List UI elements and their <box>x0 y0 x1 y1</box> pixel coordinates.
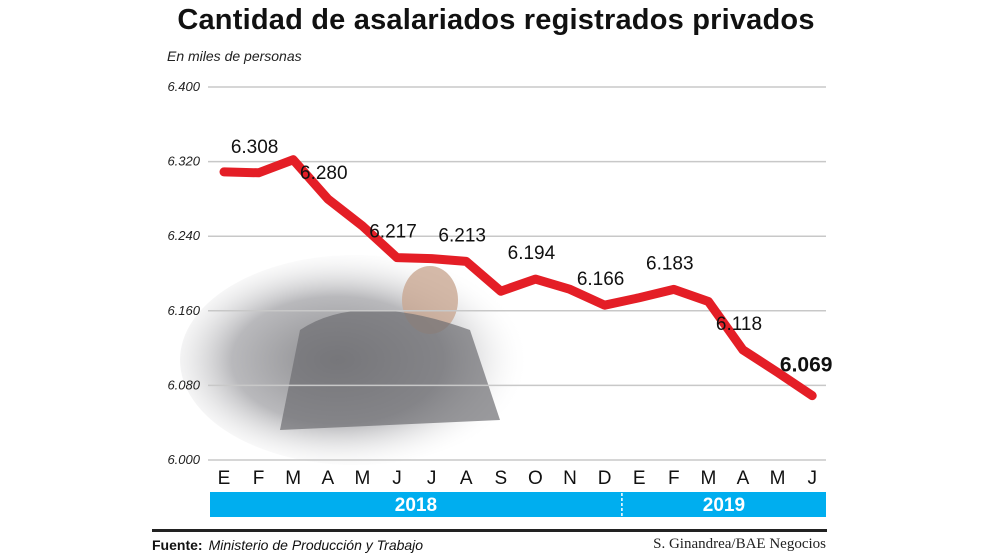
x-tick-label: A <box>321 468 334 489</box>
data-label: 6.069 <box>780 354 833 377</box>
x-tick-label: M <box>354 468 370 489</box>
y-tick-label: 6.080 <box>167 377 200 392</box>
data-label: 6.217 <box>369 222 417 243</box>
stressed-worker-photo <box>180 255 530 465</box>
data-label: 6.118 <box>716 314 762 335</box>
data-label: 6.280 <box>300 163 348 184</box>
x-tick-label: M <box>770 468 786 489</box>
data-label: 6.183 <box>646 253 694 274</box>
year-label: 2019 <box>703 495 745 516</box>
x-tick-label: A <box>737 468 750 489</box>
credit: S. Ginandrea/BAE Negocios <box>653 536 826 552</box>
series-line <box>219 155 817 401</box>
data-label: 6.213 <box>438 225 486 246</box>
footer-divider <box>152 529 827 532</box>
y-tick-label: 6.160 <box>167 303 200 318</box>
data-label: 6.194 <box>508 243 556 264</box>
x-tick-label: F <box>253 468 265 489</box>
x-tick-label: N <box>563 468 577 489</box>
chart-subtitle: En miles de personas <box>167 48 302 64</box>
x-tick-label: J <box>427 468 437 489</box>
x-tick-label: J <box>392 468 402 489</box>
year-bar <box>210 492 826 517</box>
x-tick-label: O <box>528 468 543 489</box>
x-tick-label: D <box>598 468 612 489</box>
x-tick-label: A <box>460 468 473 489</box>
data-label: 6.166 <box>577 269 625 290</box>
x-tick-label: M <box>285 468 301 489</box>
x-tick-label: F <box>668 468 680 489</box>
x-tick-label: M <box>700 468 716 489</box>
year-label: 2018 <box>395 495 437 516</box>
x-tick-label: J <box>807 468 817 489</box>
x-tick-label: E <box>633 468 646 489</box>
chart-title: Cantidad de asalariados registrados priv… <box>177 4 815 36</box>
data-label: 6.308 <box>231 137 279 158</box>
source-note: Fuente: Ministerio de Producción y Trabaj… <box>152 537 423 553</box>
source-text: Ministerio de Producción y Trabajo <box>208 537 424 553</box>
y-tick-label: 6.320 <box>167 154 200 169</box>
y-tick-label: 6.240 <box>167 228 200 243</box>
source-label: Fuente: <box>152 537 203 553</box>
x-tick-label: S <box>494 468 507 489</box>
y-tick-label: 6.400 <box>167 79 200 94</box>
x-tick-label: E <box>218 468 231 489</box>
y-tick-label: 6.000 <box>167 452 200 467</box>
